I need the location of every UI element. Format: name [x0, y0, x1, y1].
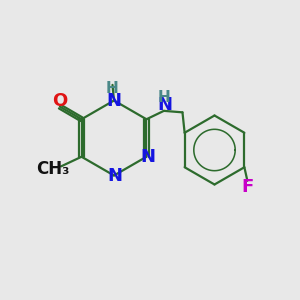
Text: CH₃: CH₃ — [36, 160, 69, 178]
Text: N: N — [157, 96, 172, 114]
Text: F: F — [242, 178, 254, 196]
Text: N: N — [106, 92, 122, 110]
Text: H: H — [158, 89, 170, 104]
Text: N: N — [140, 148, 155, 166]
Text: O: O — [52, 92, 67, 110]
Text: N: N — [108, 167, 123, 185]
Text: H: H — [106, 81, 118, 96]
